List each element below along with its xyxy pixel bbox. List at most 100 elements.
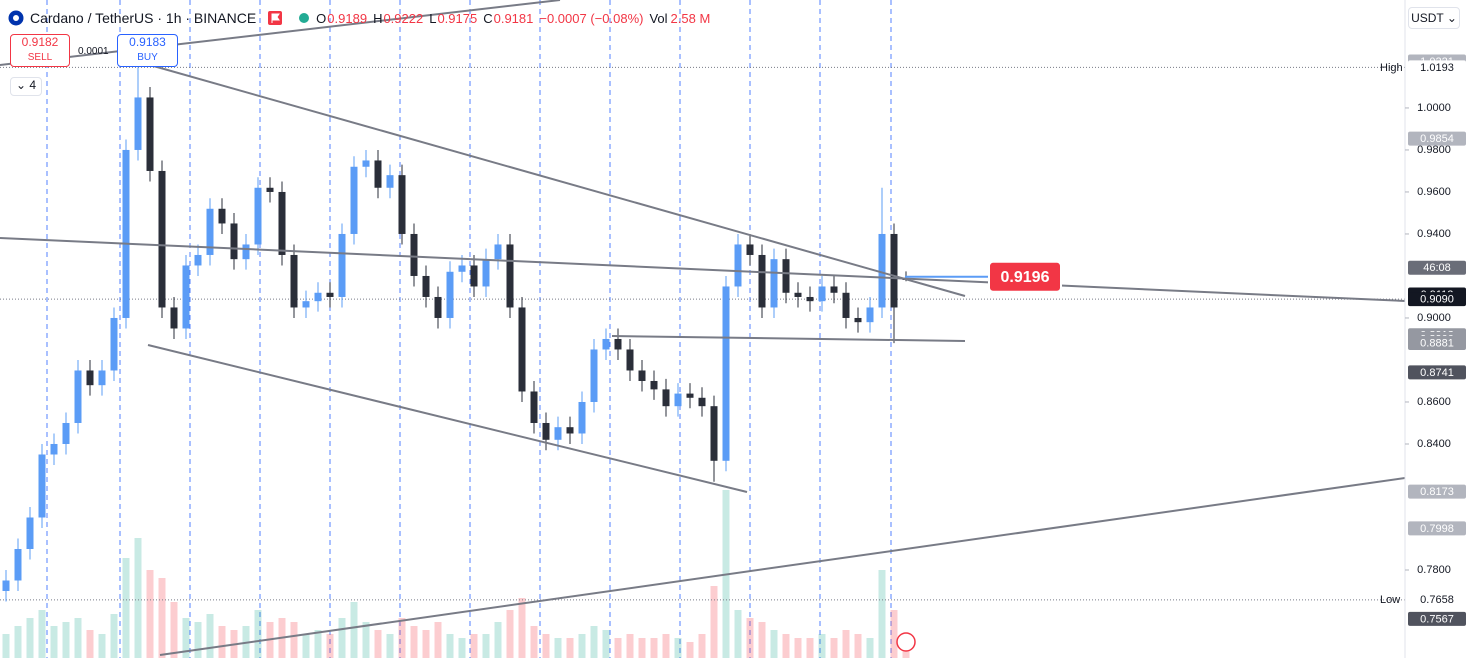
candle-body: [386, 175, 394, 188]
y-tick-label: 0.7800: [1417, 564, 1451, 576]
volume-bar: [782, 634, 790, 658]
candle-body: [722, 286, 730, 461]
currency-button[interactable]: USDT ⌄: [1408, 7, 1460, 29]
header: Cardano / TetherUS · 1h · BINANCE O 0.918…: [8, 8, 710, 28]
candle-body: [746, 244, 754, 255]
price-label-box: [1408, 60, 1466, 75]
candle-body: [602, 338, 610, 350]
y-tick-label: 0.9600: [1417, 186, 1451, 198]
candle-body: [230, 223, 238, 260]
candle-body: [290, 254, 298, 308]
symbol-title[interactable]: Cardano / TetherUS · 1h · BINANCE: [30, 10, 257, 26]
trend-line: [0, 0, 561, 66]
alert-icon[interactable]: [896, 632, 916, 652]
volume-bar: [14, 626, 22, 658]
candle-body: [410, 233, 418, 276]
volume-bar: [422, 630, 430, 658]
sell-label: SELL: [27, 52, 53, 63]
buy-button[interactable]: 0.9183 BUY: [117, 34, 178, 67]
price-label-box: [1408, 365, 1466, 380]
flag-icon[interactable]: [268, 11, 283, 25]
price-label: 0.7658: [1420, 594, 1454, 606]
volume-bar: [578, 634, 586, 658]
candle-body: [98, 370, 106, 386]
candle-body: [326, 292, 334, 297]
volume-bar: [830, 638, 838, 658]
volume-bar: [146, 570, 154, 658]
volume-bar: [590, 626, 598, 658]
candle-body: [878, 233, 886, 308]
price-label-box: [1408, 521, 1466, 536]
ohlc: O 0.9189 H 0.9222 L 0.9175 C 0.9181: [310, 11, 533, 26]
candle-body: [122, 149, 130, 318]
candle-body: [374, 160, 382, 188]
candle-body: [434, 296, 442, 318]
volume-bar: [554, 638, 562, 658]
candle-body: [542, 422, 550, 440]
price-label: 0.9090: [1420, 293, 1454, 305]
candle-body: [146, 97, 154, 171]
session-dividers: [46, 0, 892, 658]
candle-body: [662, 389, 670, 407]
ohlc-value: 0.9222: [383, 10, 424, 26]
y-tick-label: 0.9400: [1417, 228, 1451, 240]
candle-body: [314, 292, 322, 302]
price-label: 0.8173: [1420, 486, 1454, 498]
volume-bar: [542, 634, 550, 658]
volume-bar: [698, 634, 706, 658]
sell-button[interactable]: 0.9182 SELL: [10, 34, 70, 67]
candle-body: [242, 244, 250, 260]
volume-bar: [530, 626, 538, 658]
volume-bar: [518, 598, 526, 658]
candle-body: [650, 380, 658, 390]
price-label-box: [1408, 292, 1466, 307]
price-label: 0.8741: [1420, 367, 1454, 379]
candle-body: [614, 338, 622, 350]
trend-line: [147, 344, 748, 493]
volume-bar: [326, 634, 334, 658]
candle-body: [458, 265, 466, 272]
volume-bar: [470, 634, 478, 658]
candle-body: [782, 259, 790, 293]
y-tick-label: 0.8400: [1417, 438, 1451, 450]
volume-bar: [26, 618, 34, 658]
countdown: 46:08: [1423, 262, 1451, 274]
volume-bar: [86, 630, 94, 658]
ohlc-key: C: [483, 10, 493, 26]
candle-body: [182, 265, 190, 329]
y-tick-label: 1.0000: [1417, 102, 1451, 114]
price-label-box: [1408, 611, 1466, 626]
volume-bar: [446, 634, 454, 658]
candle-body: [842, 292, 850, 318]
volume-bar: [758, 622, 766, 658]
candle-body: [854, 317, 862, 323]
volume-bar: [614, 638, 622, 658]
symbol-icon: [8, 10, 24, 26]
price-marker-box: [988, 260, 1062, 293]
change: −0.0007 (−0.08%): [539, 10, 644, 26]
price-label: 0.7567: [1420, 613, 1454, 625]
price-label-box: [1408, 335, 1466, 350]
volume-bar: [890, 610, 898, 658]
candle-body: [74, 370, 82, 423]
sell-price: 0.9182: [21, 35, 59, 49]
buy-label: BUY: [137, 52, 158, 63]
indicators-toggle[interactable]: ⌄ 4: [10, 77, 42, 96]
volume-bar: [74, 618, 82, 658]
candle-body: [806, 296, 814, 302]
volume-bar: [290, 622, 298, 658]
volume-bar: [494, 622, 502, 658]
volume-bar: [842, 630, 850, 658]
candle-body: [446, 271, 454, 318]
trend-line: [159, 477, 1406, 656]
candle-body: [422, 275, 430, 297]
volume-bar: [818, 634, 826, 658]
price-label-box: [1408, 484, 1466, 499]
volume-bar: [170, 602, 178, 658]
candle-body: [566, 427, 574, 434]
volume-bar: [686, 642, 694, 658]
candle-body: [302, 301, 310, 308]
volume-bar: [134, 538, 142, 658]
volume-bar: [302, 634, 310, 658]
status-dot: [299, 13, 310, 23]
